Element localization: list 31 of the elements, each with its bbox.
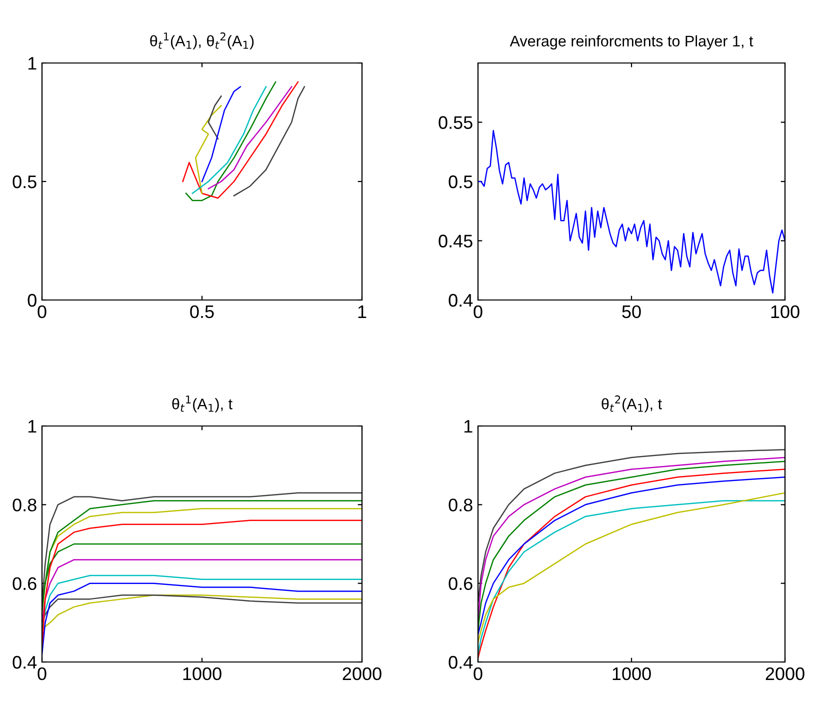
chart-title: θ$_{t}$$^{1}$(A$_{1}$), t xyxy=(172,396,232,412)
x-tick-label: 0 xyxy=(474,667,482,680)
y-tick-label: 0.6 xyxy=(12,577,36,590)
y-tick-label: 0.8 xyxy=(448,498,472,512)
y-tick-label: 0.6 xyxy=(448,577,472,590)
y-tick-label: 0.45 xyxy=(438,234,472,248)
y-tick-label: 0.4 xyxy=(12,656,37,669)
y-tick-label: 0.4 xyxy=(448,656,473,669)
y-tick-label: 1 xyxy=(28,57,36,70)
x-tick-label: 0 xyxy=(38,305,46,318)
x-tick-label: 0 xyxy=(474,305,482,318)
x-tick-label: 50 xyxy=(622,305,641,318)
x-tick-label: 2000 xyxy=(342,667,382,680)
y-tick-label: 1 xyxy=(28,420,36,433)
chart-title: θ$_{t}$$^{1}$(A$_{1}$), θ$_{t}$$^{2}$(A$_{1}$) xyxy=(150,32,254,50)
chart-title: Average reinforcments to Player 1, t xyxy=(510,35,754,50)
x-tick-label: 1000 xyxy=(183,667,222,680)
chart-title: θ$_{t}$$^{2}$(A$_{1}$), t xyxy=(602,395,662,412)
x-tick-label: 1000 xyxy=(612,667,651,680)
x-tick-label: 1 xyxy=(358,306,366,318)
y-tick-label: 0.5 xyxy=(448,175,472,188)
y-tick-label: 0.8 xyxy=(12,498,36,512)
y-tick-label: 1 xyxy=(464,420,472,433)
y-tick-label: 0 xyxy=(28,294,36,307)
x-tick-label: 100 xyxy=(771,305,800,318)
x-tick-label: 2000 xyxy=(766,667,804,680)
x-tick-label: 0 xyxy=(38,667,46,680)
x-tick-label: 0.5 xyxy=(190,305,214,318)
y-tick-label: 0.4 xyxy=(448,294,473,307)
y-tick-label: 0.5 xyxy=(12,175,36,188)
y-tick-label: 0.55 xyxy=(438,116,472,129)
